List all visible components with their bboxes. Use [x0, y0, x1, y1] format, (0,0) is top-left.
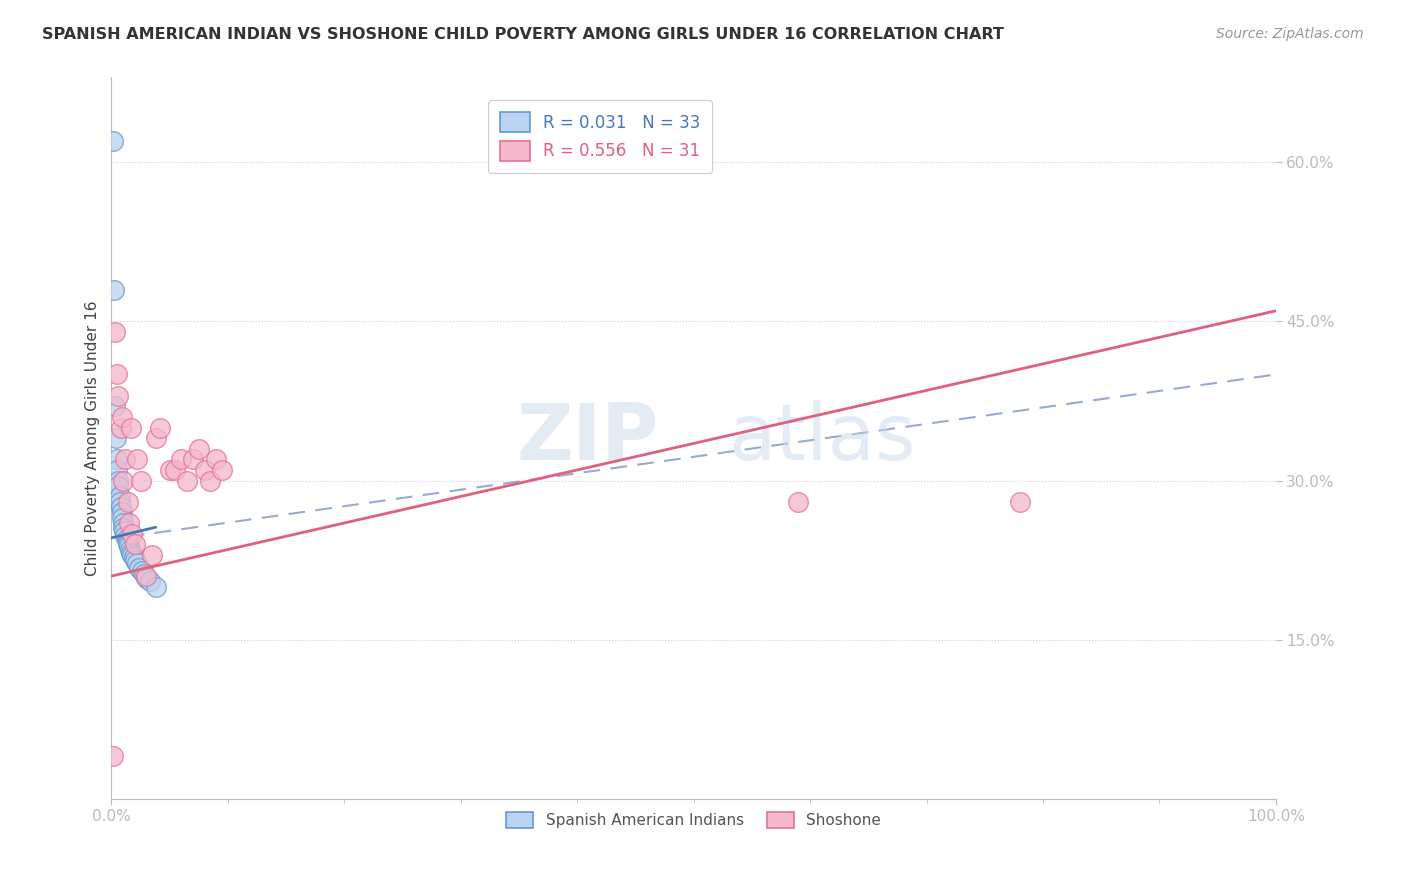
Point	[118, 542, 141, 557]
Point	[121, 548, 143, 562]
Point	[181, 452, 204, 467]
Point	[122, 549, 145, 564]
Point	[118, 516, 141, 530]
Point	[132, 566, 155, 581]
Text: atlas: atlas	[728, 401, 917, 476]
Point	[131, 564, 153, 578]
Point	[200, 474, 222, 488]
Point	[112, 516, 135, 530]
Point	[187, 442, 209, 456]
Point	[105, 463, 128, 477]
Point	[129, 474, 152, 488]
Point	[193, 463, 215, 477]
Point	[124, 553, 146, 567]
Legend: Spanish American Indians, Shoshone: Spanish American Indians, Shoshone	[501, 806, 887, 835]
Point	[112, 524, 135, 539]
Point	[108, 490, 131, 504]
Point	[104, 400, 127, 414]
Point	[110, 420, 132, 434]
Point	[120, 420, 142, 434]
Text: ZIP: ZIP	[516, 401, 658, 476]
Text: SPANISH AMERICAN INDIAN VS SHOSHONE CHILD POVERTY AMONG GIRLS UNDER 16 CORRELATI: SPANISH AMERICAN INDIAN VS SHOSHONE CHIL…	[42, 27, 1004, 42]
Point	[170, 452, 193, 467]
Point	[111, 510, 134, 524]
Point	[105, 368, 128, 382]
Point	[159, 463, 181, 477]
Point	[128, 560, 150, 574]
Point	[104, 325, 127, 339]
Point	[117, 495, 139, 509]
Point	[211, 463, 233, 477]
Y-axis label: Child Poverty Among Girls Under 16: Child Poverty Among Girls Under 16	[86, 301, 100, 576]
Point	[110, 500, 132, 514]
Point	[135, 571, 157, 585]
Point	[135, 569, 157, 583]
Point	[145, 431, 167, 445]
Point	[787, 495, 810, 509]
Point	[105, 452, 128, 467]
Point	[165, 463, 187, 477]
Point	[105, 431, 128, 445]
Point	[139, 574, 162, 589]
Point	[149, 420, 172, 434]
Point	[111, 505, 134, 519]
Point	[114, 529, 136, 543]
Point	[176, 474, 198, 488]
Point	[120, 546, 142, 560]
Point	[145, 580, 167, 594]
Point	[141, 548, 163, 562]
Point	[117, 537, 139, 551]
Point	[117, 535, 139, 549]
Point	[205, 452, 228, 467]
Point	[101, 749, 124, 764]
Point	[118, 539, 141, 553]
Point	[121, 526, 143, 541]
Point	[124, 537, 146, 551]
Point	[101, 134, 124, 148]
Point	[112, 521, 135, 535]
Point	[107, 389, 129, 403]
Point	[1008, 495, 1031, 509]
Point	[107, 474, 129, 488]
Point	[125, 557, 148, 571]
Point	[111, 409, 134, 424]
Point	[114, 452, 136, 467]
Point	[107, 479, 129, 493]
Point	[108, 495, 131, 509]
Point	[115, 532, 138, 546]
Text: Source: ZipAtlas.com: Source: ZipAtlas.com	[1216, 27, 1364, 41]
Point	[103, 283, 125, 297]
Point	[112, 474, 135, 488]
Point	[125, 452, 148, 467]
